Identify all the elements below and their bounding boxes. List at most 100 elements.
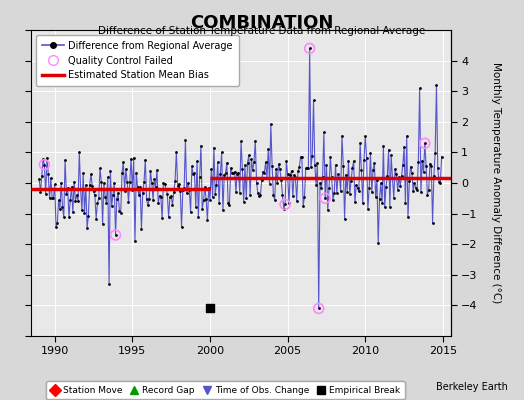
- Point: [339, 163, 347, 169]
- Point: [194, 214, 203, 220]
- Point: [408, 170, 416, 176]
- Point: [202, 196, 210, 202]
- Point: [360, 157, 368, 163]
- Point: [212, 182, 221, 188]
- Point: [177, 224, 185, 230]
- Point: [263, 175, 271, 181]
- Point: [424, 186, 433, 193]
- Point: [286, 172, 294, 178]
- Point: [131, 238, 139, 244]
- Point: [187, 209, 195, 216]
- Point: [60, 214, 68, 220]
- Point: [201, 184, 209, 190]
- Point: [97, 179, 105, 186]
- Point: [101, 194, 110, 200]
- Point: [319, 174, 327, 180]
- Point: [352, 182, 361, 188]
- Point: [330, 190, 339, 196]
- Point: [357, 167, 366, 174]
- Point: [370, 160, 378, 166]
- Point: [141, 156, 149, 163]
- Point: [129, 155, 138, 161]
- Point: [418, 157, 427, 164]
- Point: [171, 178, 179, 184]
- Point: [49, 195, 58, 202]
- Point: [39, 156, 47, 162]
- Point: [407, 164, 415, 170]
- Point: [203, 217, 212, 223]
- Point: [233, 170, 242, 177]
- Point: [277, 177, 286, 183]
- Point: [432, 82, 441, 88]
- Point: [61, 157, 69, 163]
- Point: [351, 199, 359, 206]
- Point: [46, 195, 54, 202]
- Point: [236, 190, 244, 196]
- Point: [118, 170, 126, 176]
- Point: [256, 192, 265, 198]
- Point: [62, 190, 71, 197]
- Point: [188, 163, 196, 170]
- Y-axis label: Monthly Temperature Anomaly Difference (°C): Monthly Temperature Anomaly Difference (…: [492, 62, 501, 304]
- Point: [247, 156, 256, 162]
- Point: [102, 199, 111, 206]
- Point: [282, 158, 290, 164]
- Point: [344, 158, 353, 165]
- Point: [334, 171, 342, 177]
- Point: [422, 163, 430, 169]
- Point: [385, 146, 393, 153]
- Point: [435, 179, 443, 186]
- Point: [395, 174, 403, 180]
- Point: [196, 142, 205, 149]
- Point: [314, 305, 323, 312]
- Point: [251, 138, 259, 144]
- Point: [99, 221, 107, 227]
- Point: [313, 160, 322, 166]
- Point: [232, 189, 240, 195]
- Point: [88, 182, 96, 189]
- Point: [92, 215, 100, 222]
- Point: [121, 187, 129, 194]
- Point: [421, 140, 429, 146]
- Point: [275, 161, 283, 168]
- Point: [436, 180, 444, 186]
- Point: [324, 207, 332, 214]
- Point: [168, 202, 177, 208]
- Point: [225, 202, 234, 208]
- Point: [220, 172, 228, 178]
- Point: [316, 180, 324, 186]
- Point: [311, 162, 319, 169]
- Point: [292, 198, 301, 204]
- Point: [380, 204, 389, 210]
- Point: [342, 172, 350, 178]
- Point: [159, 180, 168, 186]
- Point: [210, 144, 218, 151]
- Point: [255, 193, 264, 199]
- Point: [338, 132, 346, 139]
- Point: [297, 154, 305, 160]
- Point: [242, 194, 250, 201]
- Point: [411, 185, 420, 192]
- Point: [307, 164, 315, 170]
- Point: [373, 176, 381, 183]
- Point: [224, 200, 232, 206]
- Point: [128, 187, 137, 193]
- Point: [192, 204, 200, 210]
- Point: [355, 188, 363, 195]
- Point: [195, 174, 204, 181]
- Point: [367, 189, 376, 196]
- Point: [185, 187, 193, 193]
- Point: [402, 133, 411, 139]
- Point: [140, 179, 148, 185]
- Point: [189, 171, 198, 177]
- Point: [66, 197, 74, 203]
- Point: [206, 196, 214, 203]
- Point: [157, 194, 165, 200]
- Point: [375, 196, 384, 202]
- Point: [290, 172, 298, 178]
- Point: [149, 196, 157, 203]
- Point: [299, 203, 308, 209]
- Text: Berkeley Earth: Berkeley Earth: [436, 382, 508, 392]
- Point: [70, 178, 78, 185]
- Point: [63, 184, 72, 191]
